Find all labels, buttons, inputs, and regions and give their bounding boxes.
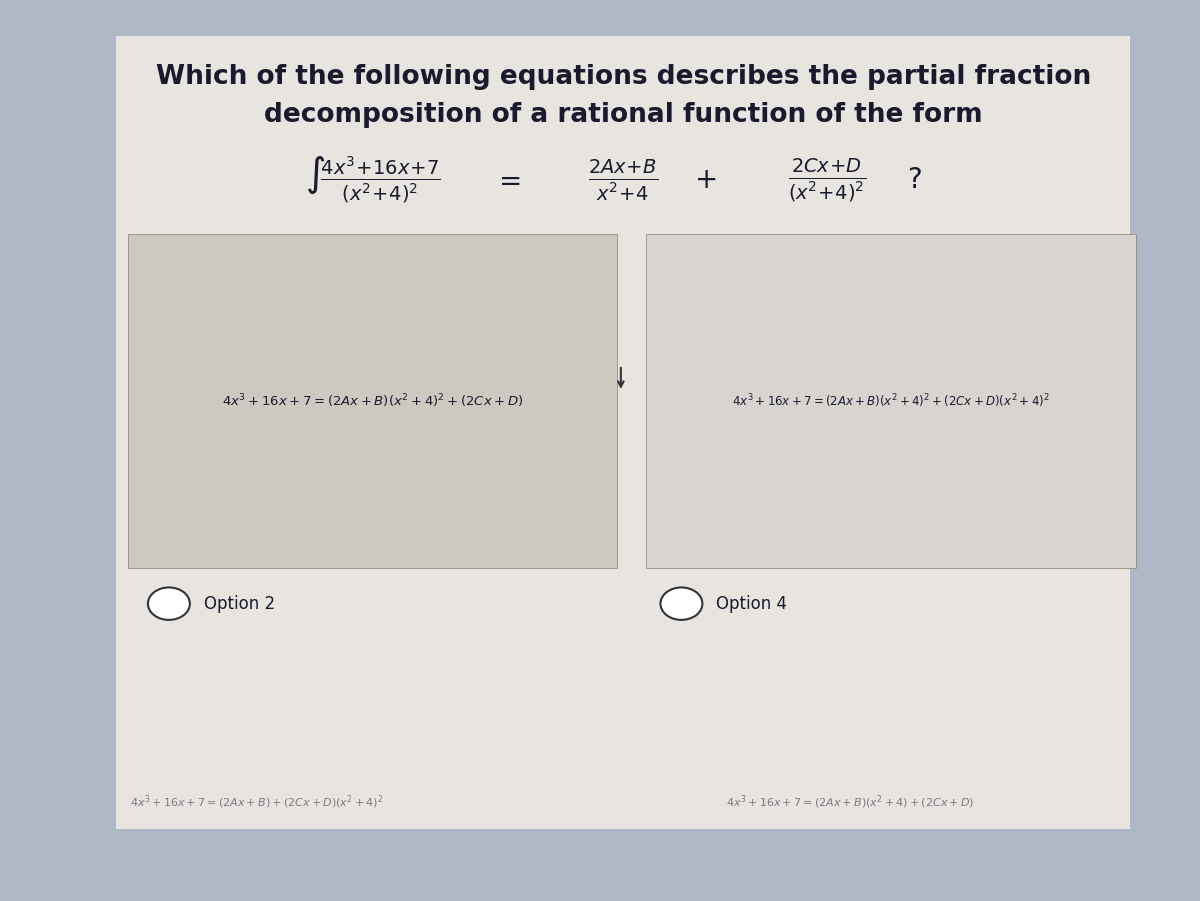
Text: $\int\!\frac{4x^3\!+\!16x\!+\!7}{(x^2\!+\!4)^2}$: $\int\!\frac{4x^3\!+\!16x\!+\!7}{(x^2\!+… — [305, 155, 440, 205]
Text: $+$: $+$ — [694, 166, 716, 195]
Text: Option 4: Option 4 — [716, 595, 787, 613]
Circle shape — [660, 587, 702, 620]
Text: $4x^3 + 16x + 7 = (2Ax + B) + (2Cx + D)(x^2 + 4)^2$: $4x^3 + 16x + 7 = (2Ax + B) + (2Cx + D)(… — [130, 793, 383, 811]
Text: $\frac{2Cx\!+\!D}{(x^2\!+\!4)^2}$: $\frac{2Cx\!+\!D}{(x^2\!+\!4)^2}$ — [788, 157, 866, 204]
FancyBboxPatch shape — [647, 234, 1135, 568]
Text: $?$: $?$ — [907, 166, 922, 195]
Text: $\frac{2Ax\!+\!B}{x^2\!+\!4}$: $\frac{2Ax\!+\!B}{x^2\!+\!4}$ — [588, 158, 658, 203]
Text: decomposition of a rational function of the form: decomposition of a rational function of … — [264, 103, 983, 128]
Text: $4x^3 + 16x + 7 = (2Ax + B)(x^2 + 4)^2 + (2Cx + D)$: $4x^3 + 16x + 7 = (2Ax + B)(x^2 + 4)^2 +… — [222, 392, 523, 410]
Text: $4x^3 + 16x + 7 = (2Ax + B)(x^2 + 4) + (2Cx + D)$: $4x^3 + 16x + 7 = (2Ax + B)(x^2 + 4) + (… — [726, 793, 974, 811]
FancyBboxPatch shape — [116, 36, 1130, 829]
Text: Which of the following equations describes the partial fraction: Which of the following equations describ… — [156, 64, 1091, 89]
Text: $4x^3 + 16x + 7 = (2Ax + B)(x^2 + 4)^2 + (2Cx + D)(x^2 + 4)^2$: $4x^3 + 16x + 7 = (2Ax + B)(x^2 + 4)^2 +… — [732, 392, 1050, 410]
FancyBboxPatch shape — [128, 234, 617, 568]
Text: $=$: $=$ — [493, 166, 521, 195]
Circle shape — [148, 587, 190, 620]
Text: Option 2: Option 2 — [204, 595, 275, 613]
